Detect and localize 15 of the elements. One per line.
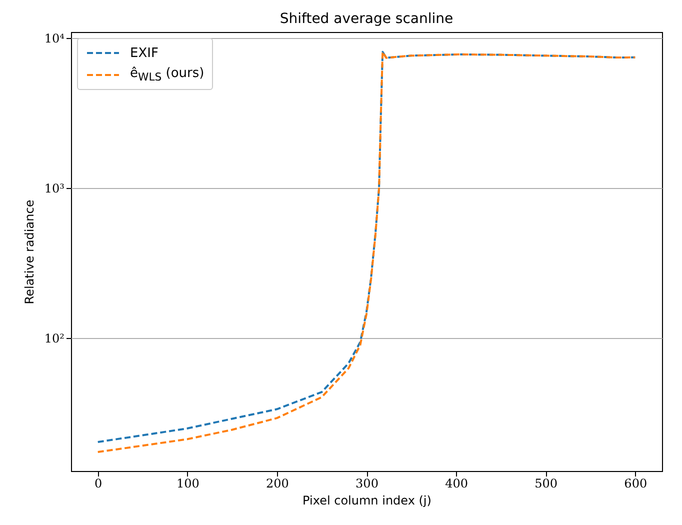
legend-label: EXIF — [130, 46, 158, 60]
y-tick-label: 10⁴ — [44, 32, 65, 46]
x-tick-label: 100 — [176, 476, 200, 490]
y-tick-label: 10² — [44, 332, 65, 346]
y-tick-label: 10³ — [44, 182, 65, 196]
x-tick-label: 400 — [445, 476, 468, 490]
x-tick-label: 0 — [94, 476, 102, 490]
chart-title: Shifted average scanline — [280, 11, 454, 27]
x-tick-label: 600 — [624, 476, 648, 490]
legend-label: ê$_{WLS}$ (ours) — [130, 66, 204, 84]
y-axis-title: Relative radiance — [22, 200, 36, 304]
x-tick-label: 300 — [356, 476, 378, 490]
x-tick-label: 500 — [534, 476, 558, 490]
x-tick-label: 200 — [266, 476, 289, 490]
x-axis-title: Pixel column index (j) — [302, 494, 432, 508]
